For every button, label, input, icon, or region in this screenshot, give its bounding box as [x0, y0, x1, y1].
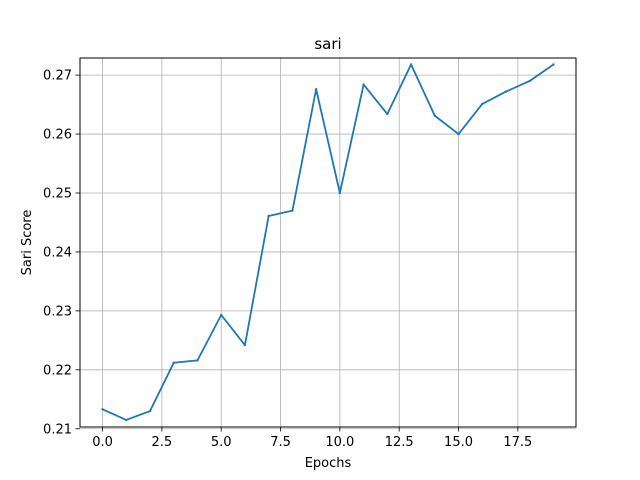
- data-point: [314, 88, 318, 91]
- data-point: [172, 361, 175, 364]
- data-point: [338, 191, 342, 195]
- grid: [80, 58, 576, 430]
- data-point: [481, 102, 484, 106]
- data-point: [101, 408, 104, 411]
- x-tick-label: 15.0: [444, 435, 473, 450]
- data-point: [386, 112, 389, 116]
- data-point: [552, 63, 555, 66]
- y-tick-label: 0.21: [43, 422, 72, 437]
- data-point: [457, 132, 460, 136]
- series-layer: [101, 63, 555, 422]
- data-point: [220, 313, 223, 317]
- x-tick-label: 10.0: [325, 435, 354, 450]
- x-axis: 0.0 2.5 5.0 7.5 10.0 12.5 15.0 17.5: [92, 427, 532, 450]
- y-tick-label: 0.24: [43, 245, 72, 260]
- chart-title: sari: [314, 35, 341, 53]
- data-point: [409, 63, 413, 66]
- x-tick-label: 12.5: [385, 435, 414, 450]
- data-point: [243, 343, 247, 347]
- x-tick-label: 2.5: [152, 435, 173, 450]
- data-point: [362, 83, 365, 86]
- x-tick-label: 7.5: [270, 435, 291, 450]
- y-tick-label: 0.23: [43, 304, 72, 319]
- data-point: [528, 79, 531, 83]
- y-tick-label: 0.26: [43, 128, 72, 143]
- x-axis-label: Epochs: [305, 456, 352, 471]
- data-point: [125, 418, 128, 422]
- series-line: [102, 63, 554, 421]
- data-point: [148, 409, 152, 413]
- data-point: [291, 209, 294, 212]
- y-tick-label: 0.25: [43, 186, 72, 201]
- plot-frame: [79, 57, 577, 428]
- data-point: [267, 214, 270, 218]
- x-tick-label: 0.0: [92, 435, 113, 450]
- y-tick-label: 0.22: [43, 363, 72, 378]
- y-axis: 0.21 0.22 0.23 0.24 0.25 0.26 0.27: [43, 69, 80, 437]
- y-axis-label: Sari Score: [20, 210, 35, 276]
- x-tick-label: 5.0: [211, 435, 232, 450]
- data-point: [504, 90, 508, 93]
- data-point: [196, 359, 199, 362]
- data-point: [433, 114, 436, 117]
- y-tick-label: 0.27: [43, 69, 72, 84]
- x-tick-label: 17.5: [503, 435, 532, 450]
